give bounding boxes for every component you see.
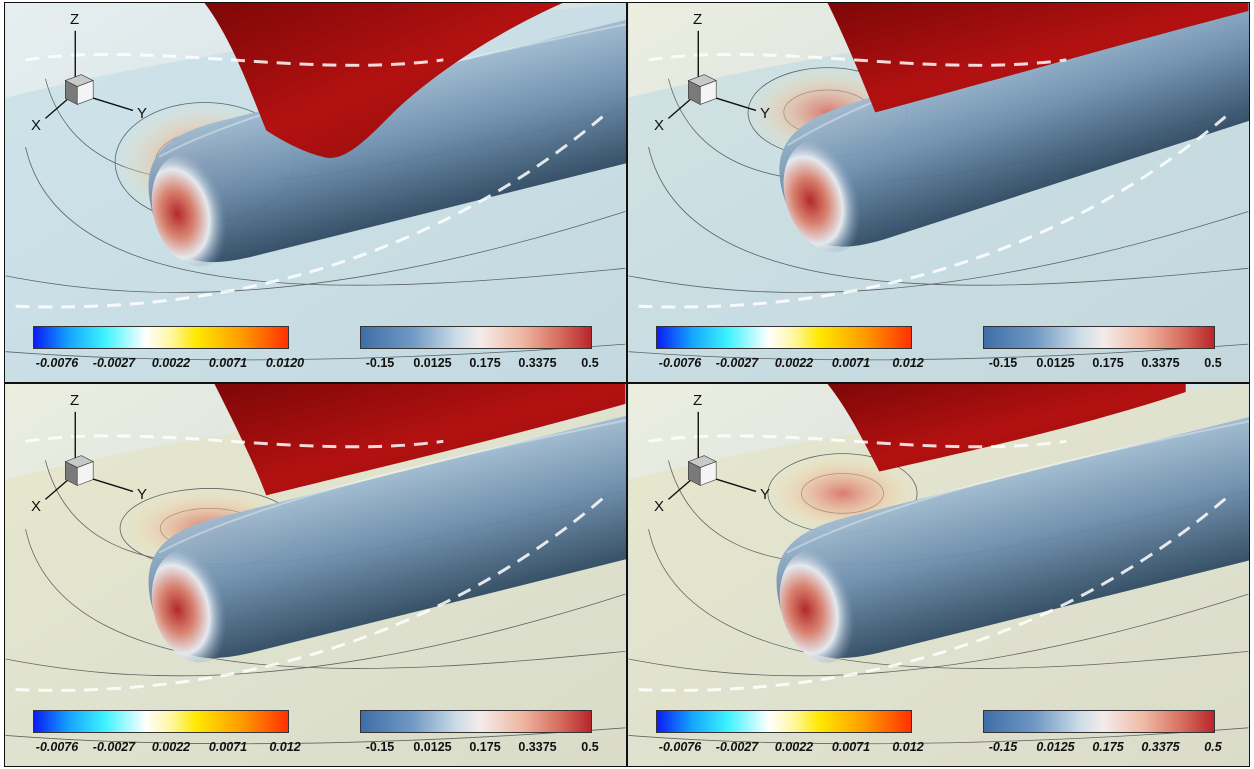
tick-label: -0.15 [365,356,395,370]
left-colorbar-ticks: -0.0076 -0.0027 0.0022 0.0071 0.012 [628,740,1249,756]
tick-label: 0.0071 [831,356,871,370]
left-colorbar [33,710,289,733]
simulation-panel-2: Z X Y -0.0076 -0.0027 0.0022 0.0071 0.012 -0.15 0… [627,2,1250,383]
axis-label-y: Y [137,105,148,122]
tick-label: 0.012 [269,740,301,754]
flow-visualization [5,3,626,382]
tick-label: -0.0076 [658,740,702,754]
left-colorbar-ticks: -0.0076 -0.0027 0.0022 0.0071 0.012 [5,740,626,756]
axis-label-z: Z [693,392,703,409]
axis-label-z: Z [70,11,80,28]
tick-label: -0.0027 [715,740,759,754]
axis-label-x: X [31,117,42,134]
tick-label: 0.3375 [518,740,557,754]
tick-label: 0.5 [1204,356,1222,370]
tick-label: 0.175 [1092,740,1124,754]
right-colorbar [983,326,1215,349]
axis-label-y: Y [760,105,771,122]
left-colorbar [656,710,912,733]
tick-label: -0.0076 [35,356,79,370]
axis-label-z: Z [70,392,80,409]
right-colorbar-ticks: -0.15 0.0125 0.175 0.3375 0.5 [628,356,1249,372]
tick-label: 0.0125 [413,356,452,370]
tick-label: -0.0027 [715,356,759,370]
tick-label: -0.15 [365,740,395,754]
left-colorbar-ticks: -0.0076 -0.0027 0.0022 0.0071 0.012 [628,356,1249,372]
left-colorbar [656,326,912,349]
flow-visualization [5,384,626,766]
tick-label: 0.3375 [1141,356,1180,370]
simulation-panel-4: Z X Y -0.0076 -0.0027 0.0022 0.0071 0.012 -0.15 0… [627,383,1250,767]
right-colorbar-ticks: -0.15 0.0125 0.175 0.3375 0.5 [628,740,1249,756]
right-colorbar-ticks: -0.15 0.0125 0.175 0.3375 0.5 [5,740,626,756]
tick-label: 0.012 [892,740,924,754]
tick-label: 0.0071 [208,740,248,754]
tick-label: 0.175 [469,740,501,754]
tick-label: 0.0125 [1036,740,1075,754]
axis-label-x: X [31,498,42,515]
tick-label: 0.012 [892,356,924,370]
right-colorbar-ticks: -0.15 0.0125 0.175 0.3375 0.5 [5,356,626,372]
right-colorbar [983,710,1215,733]
flow-visualization [628,3,1249,382]
simulation-panel-1: Z X Y -0.0076 -0.0027 0.0022 0.0071 0.0120 -0.15… [4,2,627,383]
tick-label: -0.15 [988,740,1018,754]
right-colorbar [360,710,592,733]
tick-label: 0.0071 [208,356,248,370]
axis-label-x: X [654,498,665,515]
flow-visualization [628,384,1249,766]
tick-label: 0.0022 [774,356,814,370]
tick-label: -0.0076 [658,356,702,370]
tick-label: 0.5 [581,740,599,754]
tick-label: 0.5 [581,356,599,370]
tick-label: 0.3375 [518,356,557,370]
tick-label: -0.0076 [35,740,79,754]
tick-label: -0.15 [988,356,1018,370]
axis-label-z: Z [693,11,703,28]
axis-label-y: Y [760,486,771,503]
tick-label: -0.0027 [92,740,136,754]
tick-label: 0.3375 [1141,740,1180,754]
tick-label: 0.175 [469,356,501,370]
tick-label: 0.175 [1092,356,1124,370]
axis-label-y: Y [137,486,148,503]
tick-label: 0.5 [1204,740,1222,754]
tick-label: 0.0071 [831,740,871,754]
axis-label-x: X [654,117,665,134]
simulation-panel-3: Z X Y -0.0076 -0.0027 0.0022 0.0071 0.012 -0.15 0… [4,383,627,767]
tick-label: 0.0125 [413,740,452,754]
tick-label: 0.0125 [1036,356,1075,370]
right-colorbar [360,326,592,349]
tick-label: 0.0022 [774,740,814,754]
left-colorbar [33,326,289,349]
tick-label: -0.0027 [92,356,136,370]
tick-label: 0.0022 [151,740,191,754]
tick-label: 0.0120 [265,356,305,370]
left-colorbar-ticks: -0.0076 -0.0027 0.0022 0.0071 0.0120 [5,356,626,372]
tick-label: 0.0022 [151,356,191,370]
